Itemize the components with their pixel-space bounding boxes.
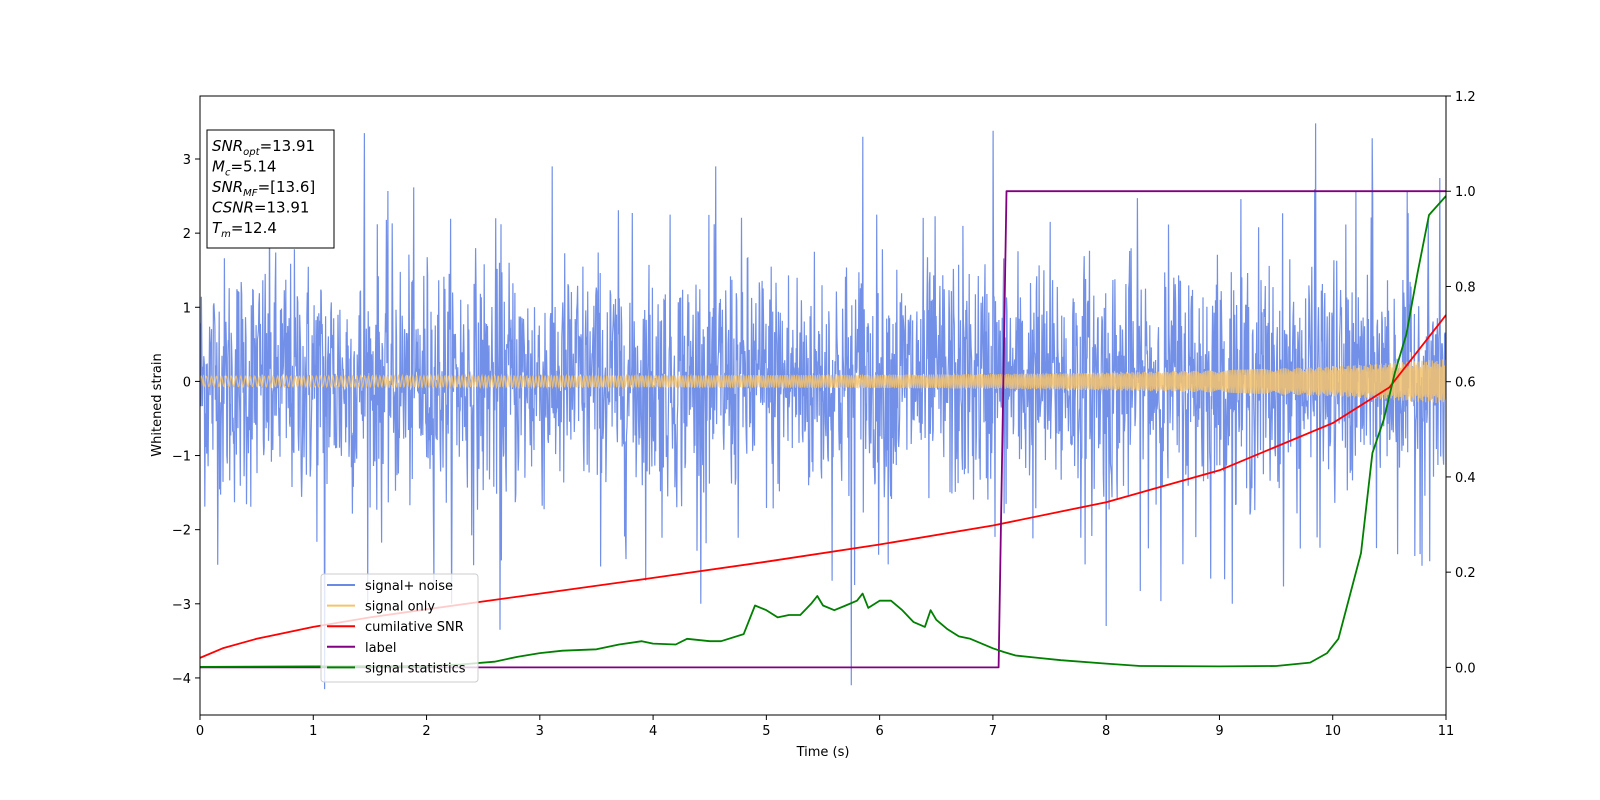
plot-content <box>200 123 1446 690</box>
y-tick-label: −4 <box>172 672 191 687</box>
info-box-line: CSNR=13.91 <box>212 199 309 217</box>
x-tick-label: 11 <box>1438 724 1455 739</box>
y-axis-label: Whitened strain <box>150 353 165 456</box>
legend-entry: label <box>365 641 396 656</box>
legend-entry: signal only <box>365 600 435 615</box>
y-tick-label: 1 <box>183 301 191 316</box>
y-tick-label: 3 <box>183 153 191 168</box>
x-tick-label: 3 <box>536 724 544 739</box>
y2-tick-label: 0.4 <box>1455 471 1476 486</box>
series-signal-only-line <box>200 359 1446 404</box>
x-tick-label: 5 <box>762 724 770 739</box>
y-tick-label: −3 <box>172 598 191 613</box>
y2-tick-label: 1.2 <box>1455 90 1476 105</box>
y-tick-label: 0 <box>183 375 191 390</box>
y2-tick-label: 0.0 <box>1455 661 1476 676</box>
legend-frame <box>320 573 479 683</box>
y-tick-label: 2 <box>183 227 191 242</box>
legend: signal+ noise signal only cumilative SNR la… <box>320 573 479 683</box>
y-axis-left: −4 −3 −2 −1 0 1 2 3 <box>172 153 200 687</box>
info-box-line: SNRopt=13.91 <box>212 137 315 158</box>
x-tick-label: 9 <box>1215 724 1223 739</box>
legend-entry: cumilative SNR <box>365 620 464 635</box>
x-tick-label: 7 <box>989 724 997 739</box>
x-tick-label: 2 <box>422 724 430 739</box>
x-tick-label: 1 <box>309 724 317 739</box>
series-signal-noise-line <box>200 123 1446 690</box>
x-axis-label: Time (s) <box>796 745 850 760</box>
y-tick-label: −2 <box>172 524 191 539</box>
series-cumulative-snr-line <box>200 314 1446 659</box>
x-axis: 0 1 2 3 4 5 6 7 8 9 10 11 <box>196 715 1454 739</box>
series-label-line <box>200 190 1446 669</box>
legend-entry: signal statistics <box>365 661 466 676</box>
series-signal-statistics-line <box>200 195 1446 668</box>
x-tick-label: 4 <box>649 724 657 739</box>
info-box-line: Tm=12.4 <box>212 219 277 240</box>
x-tick-label: 6 <box>875 724 883 739</box>
x-tick-label: 10 <box>1324 724 1341 739</box>
y2-tick-label: 0.2 <box>1455 566 1476 581</box>
info-box-line: Mc=5.14 <box>212 158 276 179</box>
y2-tick-label: 0.8 <box>1455 280 1476 295</box>
info-box-line: SNRMF=[13.6] <box>212 178 315 199</box>
y2-tick-label: 0.6 <box>1455 376 1476 391</box>
legend-entry: signal+ noise <box>365 579 453 594</box>
y-axis-right: 0.0 0.2 0.4 0.6 0.8 1.0 1.2 <box>1446 90 1476 676</box>
x-tick-label: 8 <box>1102 724 1110 739</box>
y2-tick-label: 1.0 <box>1455 185 1476 200</box>
info-box: SNRopt=13.91Mc=5.14SNRMF=[13.6]CSNR=13.9… <box>206 129 335 249</box>
plot-frame <box>199 95 1447 716</box>
y-tick-label: −1 <box>172 450 191 465</box>
info-box-frame <box>206 129 335 249</box>
x-tick-label: 0 <box>196 724 204 739</box>
